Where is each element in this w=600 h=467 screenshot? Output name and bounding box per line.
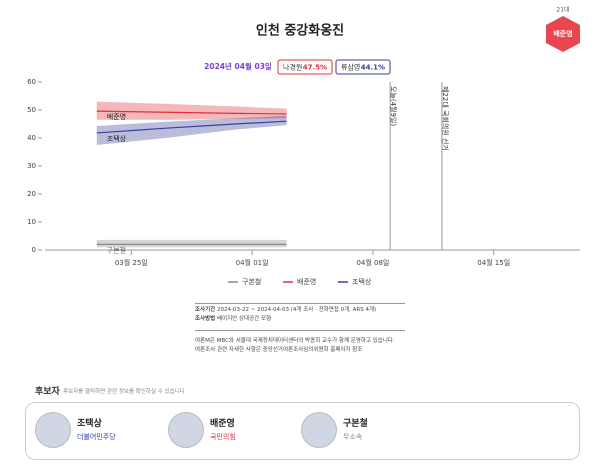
cand-name: 조택상	[77, 419, 102, 429]
note: 베이지안 상대공간 모형	[217, 316, 272, 322]
x-tick-label: 03월 25일	[115, 258, 148, 267]
event-label: 오늘(4월9일)	[389, 86, 398, 126]
photo	[301, 412, 337, 448]
legend-label: 조택상	[352, 277, 372, 286]
summary-name: 류삼영	[341, 63, 360, 72]
summary-value: 44.1%	[361, 64, 385, 72]
y-tick-label: 20	[27, 190, 36, 198]
y-tick-label: 40	[27, 134, 36, 142]
candidate-card[interactable]: 구본철 무소속	[301, 410, 421, 450]
cand-party: 국민의힘	[210, 433, 236, 441]
y-tick-label: 10	[27, 218, 36, 226]
cand-party: 무소속	[343, 433, 363, 441]
note-label: 조사기간	[195, 307, 216, 313]
x-tick-label: 04월 15일	[477, 258, 510, 267]
date: 2024년 04월 03일	[204, 61, 272, 71]
series-label: 배준영	[107, 112, 126, 121]
photo	[168, 412, 204, 448]
cand-party: 더불어민주당	[77, 433, 116, 441]
candidate-card[interactable]: 조택상 더불어민주당	[35, 410, 155, 450]
line	[96, 110, 287, 115]
cand-name: 구본철	[343, 419, 368, 429]
event-label: 제22대 국회의원 선거	[441, 86, 450, 151]
summary-box: 류삼영 44.1%	[335, 59, 391, 75]
y-tick-label: 60	[27, 78, 36, 86]
note: 여론조사 관련 자세한 사항은 중앙선거여론조사심의위원회 홈페이지 참조	[195, 347, 363, 353]
line	[96, 120, 287, 134]
cand-hint: 후보자를 클릭하면 관련 정보를 확인하실 수 있습니다	[63, 389, 185, 395]
cand-title: 후보자	[35, 387, 60, 397]
series-label: 조택상	[107, 134, 127, 143]
band	[96, 115, 287, 145]
notes: 조사기간 2024-03-22 ~ 2024-04-03 (4개 조사 · 전화…	[195, 303, 405, 355]
cand-panel	[25, 402, 580, 460]
y-tick-label: 30	[27, 162, 36, 170]
note: 2024-03-22 ~ 2024-04-03 (4개 조사 · 전화면접 0개…	[217, 307, 377, 313]
x-tick-label: 04월 01일	[236, 258, 269, 267]
legend-label: 구본철	[242, 277, 261, 286]
badge-hex	[546, 16, 580, 52]
x-tick-label: 04월 08일	[356, 258, 389, 267]
series-label: 구본철	[107, 245, 126, 254]
note: 여론M은 MBC와 서울대 국제정치데이터센터의 박종희 교수가 함께 운영하고…	[195, 330, 405, 346]
legend-label: 배준영	[297, 277, 316, 286]
note-label: 조사방법	[195, 316, 216, 322]
summary-box: 나경원 47.5%	[277, 59, 333, 75]
y-tick-label: 50	[27, 106, 36, 114]
term: 21대	[556, 6, 569, 14]
band	[96, 239, 287, 248]
band	[96, 101, 287, 120]
summary-border	[335, 59, 391, 75]
title: 인천 중강화옹진	[256, 23, 344, 39]
cand-name: 배준영	[210, 419, 235, 429]
summary-name: 나경원	[283, 63, 302, 72]
summary-value: 47.5%	[303, 64, 327, 72]
summary-border	[277, 59, 333, 75]
photo	[35, 412, 71, 448]
y-tick-label: 0	[32, 246, 36, 254]
chart: 인천 중강화옹진 21대 배준영 2024년 04월 03일 나경원 47.5% 류…	[27, 6, 580, 286]
badge: 배준영	[553, 29, 572, 38]
candidate-card[interactable]: 배준영 국민의힘	[168, 410, 288, 450]
